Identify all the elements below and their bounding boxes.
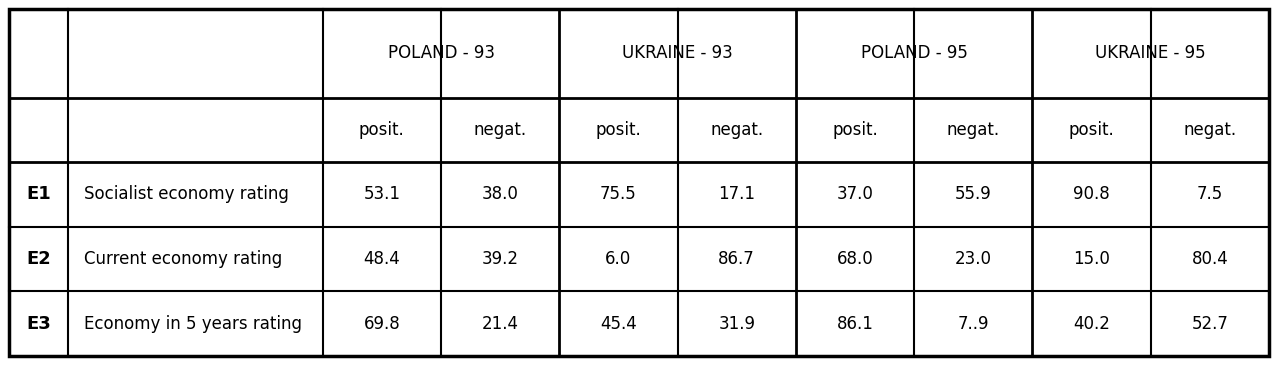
Text: 45.4: 45.4 [601, 315, 636, 333]
Text: negat.: negat. [947, 120, 999, 139]
Text: 6.0: 6.0 [606, 250, 631, 268]
Text: negat.: negat. [1183, 120, 1237, 139]
Text: POLAND - 95: POLAND - 95 [861, 44, 967, 62]
Text: posit.: posit. [832, 120, 878, 139]
Text: 86.7: 86.7 [718, 250, 755, 268]
Text: negat.: negat. [474, 120, 527, 139]
Text: E2: E2 [26, 250, 51, 268]
Text: 52.7: 52.7 [1191, 315, 1228, 333]
Text: 55.9: 55.9 [955, 185, 992, 203]
Text: E1: E1 [26, 185, 51, 203]
Text: 68.0: 68.0 [837, 250, 873, 268]
Text: E3: E3 [26, 315, 51, 333]
Text: 90.8: 90.8 [1074, 185, 1111, 203]
Text: posit.: posit. [596, 120, 642, 139]
Text: Socialist economy rating: Socialist economy rating [83, 185, 289, 203]
Text: 75.5: 75.5 [601, 185, 636, 203]
Text: POLAND - 93: POLAND - 93 [387, 44, 495, 62]
Text: 69.8: 69.8 [363, 315, 400, 333]
Text: posit.: posit. [1068, 120, 1114, 139]
Text: 15.0: 15.0 [1074, 250, 1111, 268]
Text: 53.1: 53.1 [363, 185, 400, 203]
Text: 21.4: 21.4 [482, 315, 519, 333]
Text: 38.0: 38.0 [482, 185, 519, 203]
Text: Current economy rating: Current economy rating [83, 250, 281, 268]
Text: 23.0: 23.0 [955, 250, 992, 268]
Text: posit.: posit. [359, 120, 405, 139]
Text: 39.2: 39.2 [482, 250, 519, 268]
Text: 31.9: 31.9 [718, 315, 755, 333]
Text: 86.1: 86.1 [837, 315, 873, 333]
Text: 7..9: 7..9 [957, 315, 989, 333]
Text: 37.0: 37.0 [837, 185, 873, 203]
Text: UKRAINE - 95: UKRAINE - 95 [1095, 44, 1206, 62]
Text: 80.4: 80.4 [1191, 250, 1228, 268]
Text: 17.1: 17.1 [718, 185, 755, 203]
Text: negat.: negat. [711, 120, 763, 139]
Text: Economy in 5 years rating: Economy in 5 years rating [83, 315, 302, 333]
Text: 7.5: 7.5 [1196, 185, 1223, 203]
Text: UKRAINE - 93: UKRAINE - 93 [622, 44, 734, 62]
Text: 40.2: 40.2 [1074, 315, 1111, 333]
Text: 48.4: 48.4 [363, 250, 400, 268]
